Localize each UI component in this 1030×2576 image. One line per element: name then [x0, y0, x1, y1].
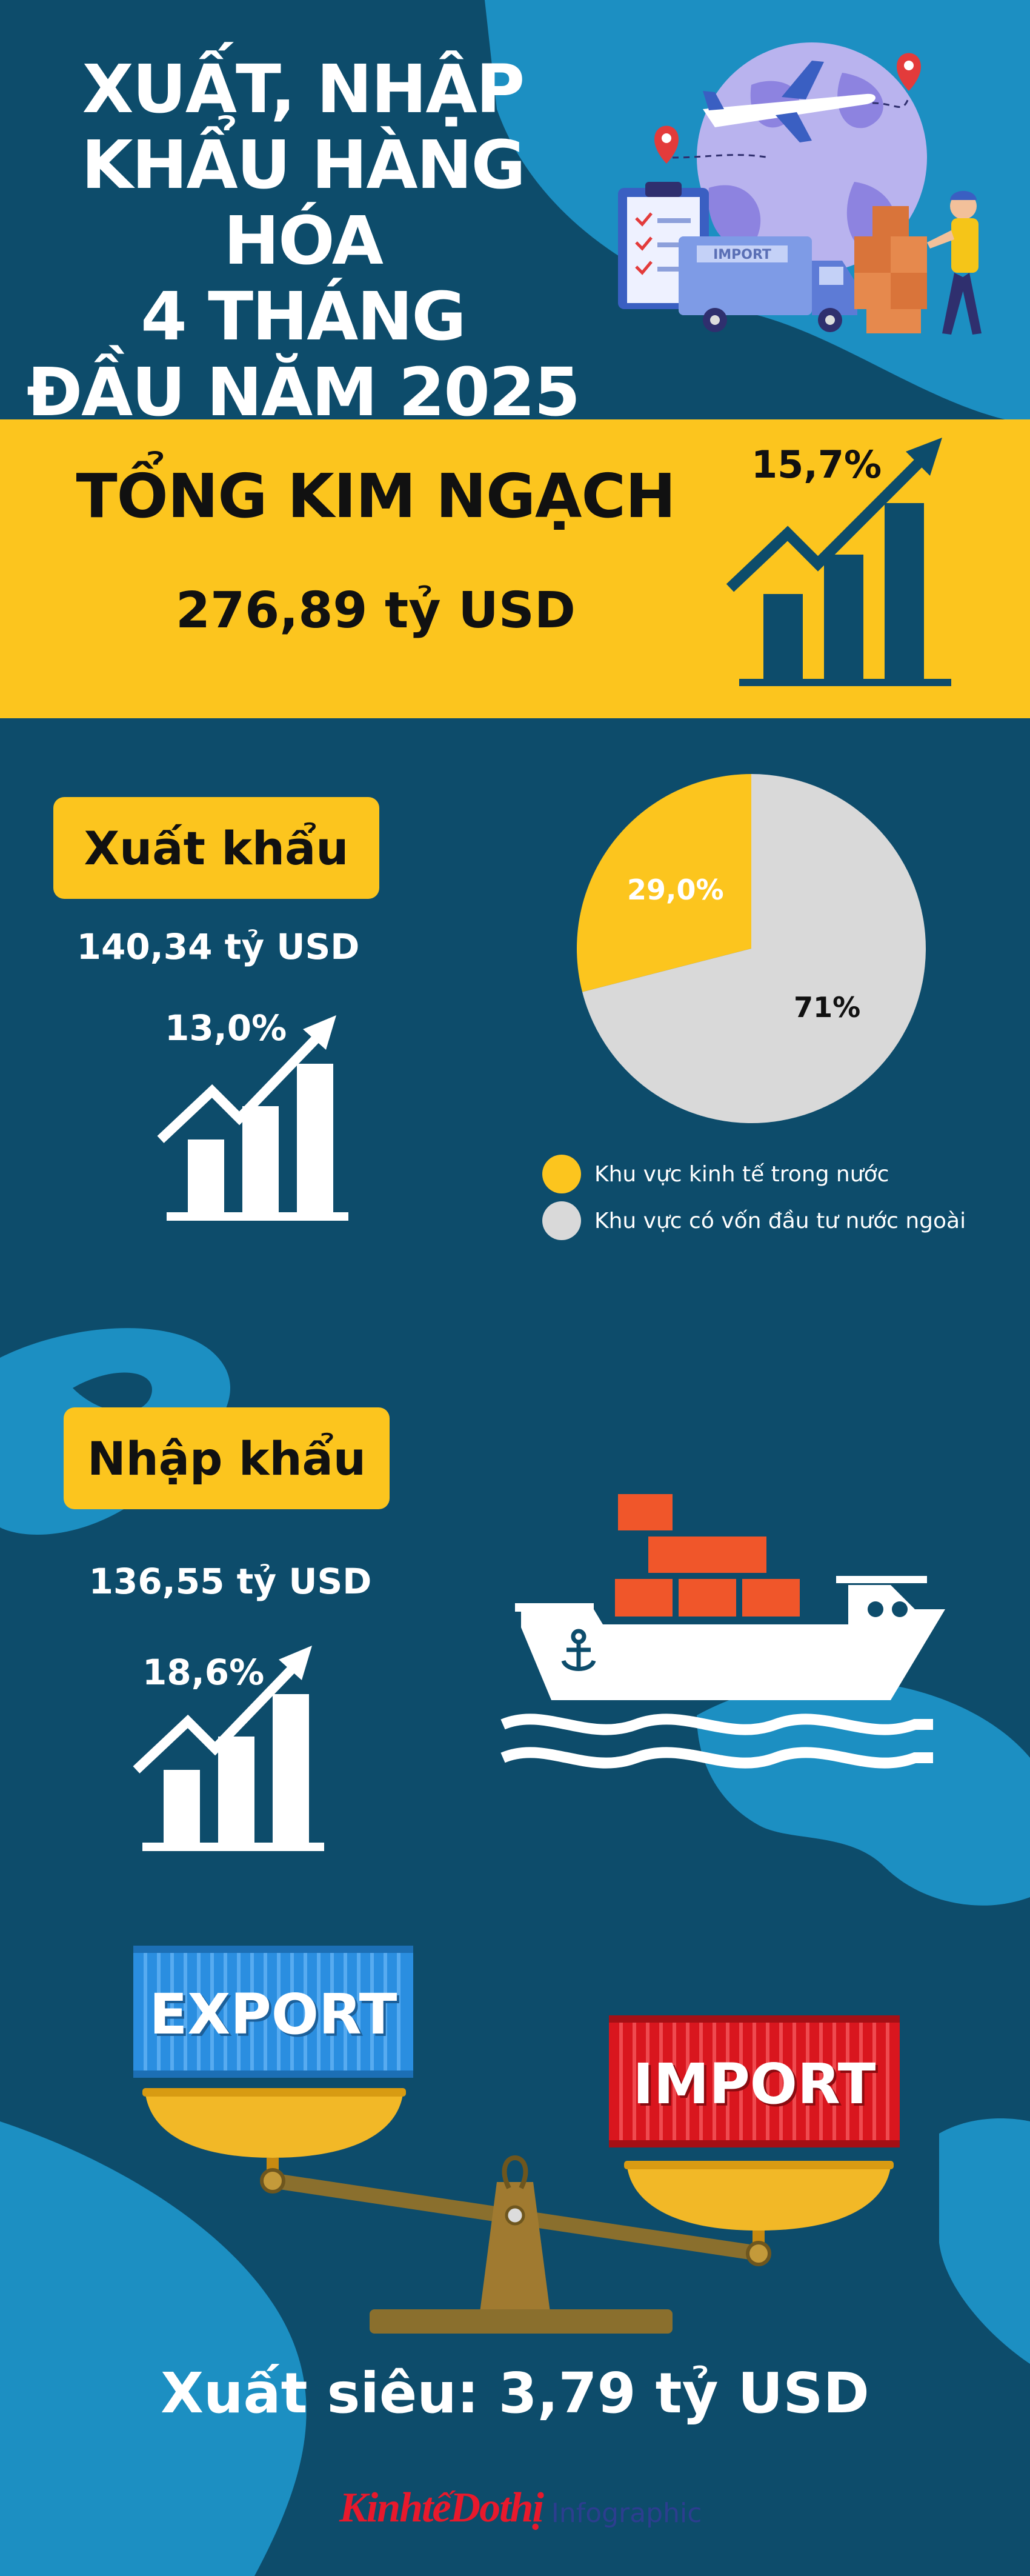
pie-chart: 29,0% 71%	[577, 774, 926, 1123]
title-line-4: ĐẦU NĂM 2025	[26, 353, 580, 431]
growth-chart-icon	[726, 438, 951, 686]
export-container	[133, 1946, 413, 2078]
export-container-label: EXPORT	[149, 1982, 397, 2047]
import-label: Nhập khẩu	[64, 1407, 390, 1509]
boxes-icon	[854, 206, 927, 333]
import-container	[609, 2015, 900, 2147]
import-value: 136,55 tỷ USD	[88, 1561, 372, 1602]
worker-icon	[927, 191, 982, 335]
legend-label-domestic: Khu vực kinh tế trong nước	[594, 1161, 889, 1187]
legend-item-domestic: Khu vực kinh tế trong nước	[542, 1155, 889, 1193]
airplane-icon	[703, 61, 875, 142]
import-growth: 18,6%	[142, 1652, 265, 1693]
cargo-ship-icon	[500, 1494, 945, 1769]
legend-label-foreign: Khu vực có vốn đầu tư nước ngoài	[594, 1208, 966, 1233]
trade-surplus: Xuất siêu: 3,79 tỷ USD	[161, 2361, 869, 2426]
pie-slice-0	[577, 774, 751, 992]
export-growth: 13,0%	[165, 1007, 287, 1049]
anchor-icon	[561, 1629, 596, 1671]
brand-section: Infographic	[551, 2498, 702, 2529]
total-label: TỔNG KIM NGẠCH	[76, 461, 676, 532]
title-line-3: 4 THÁNG	[141, 278, 466, 355]
legend-swatch-domestic	[542, 1155, 581, 1193]
balance-scale-icon	[133, 1946, 900, 2334]
total-value: 276,89 tỷ USD	[176, 582, 576, 639]
export-value: 140,34 tỷ USD	[76, 926, 360, 967]
svg-text:IMPORT: IMPORT	[713, 247, 771, 262]
title-line-1: XUẤT, NHẬP	[82, 50, 525, 128]
export-label: Xuất khẩu	[53, 797, 379, 899]
page-title: XUẤT, NHẬP KHẨU HÀNG HÓA 4 THÁNG ĐẦU NĂM…	[0, 52, 606, 430]
export-growth-icon	[157, 1015, 348, 1221]
pie-slice-1	[582, 774, 926, 1123]
pie-label-1: 71%	[794, 991, 860, 1024]
legend-swatch-foreign	[542, 1201, 581, 1240]
title-line-2: KHẨU HÀNG HÓA	[81, 126, 526, 279]
total-growth: 15,7%	[751, 442, 882, 487]
logistics-illustration: IMPORT	[618, 42, 982, 335]
brand-logo: KinhtếDothị	[339, 2484, 544, 2531]
legend-item-foreign: Khu vực có vốn đầu tư nước ngoài	[542, 1201, 966, 1240]
pie-label-0: 29,0%	[627, 873, 724, 906]
footer-brand: KinhtếDothị Infographic	[339, 2484, 702, 2532]
import-growth-icon	[133, 1646, 324, 1851]
truck-icon: IMPORT	[679, 236, 857, 332]
location-pin-icon	[897, 53, 921, 91]
location-pin-icon-2	[654, 125, 679, 164]
import-container-label: IMPORT	[633, 2052, 876, 2117]
